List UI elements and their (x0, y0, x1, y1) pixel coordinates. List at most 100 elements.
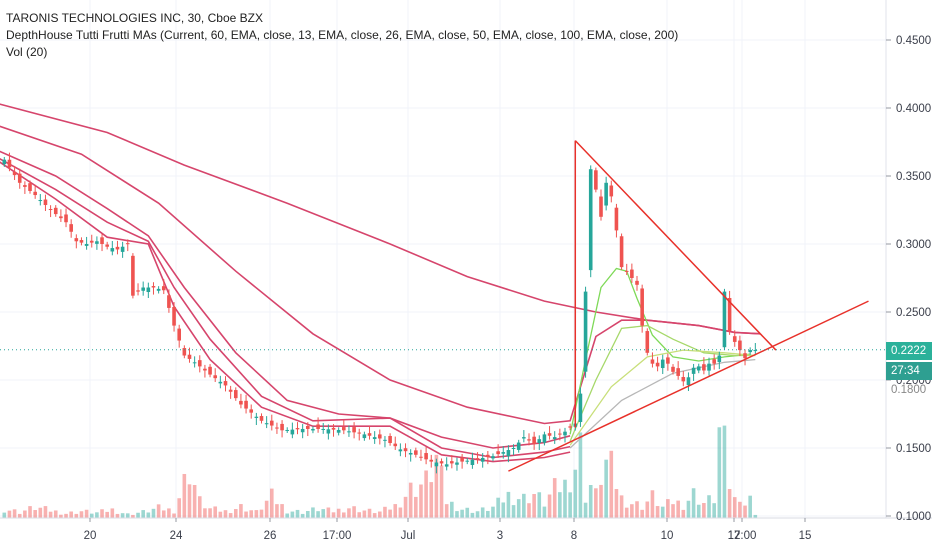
candle-body (681, 377, 686, 382)
candle-body (259, 416, 264, 421)
candle-body (203, 368, 207, 371)
candle-body (233, 390, 238, 399)
volume-bar (686, 500, 691, 518)
volume-bar (727, 489, 732, 518)
candle-body (131, 255, 135, 296)
volume-bar (707, 495, 711, 518)
candle-body (213, 375, 218, 379)
candle-body (69, 224, 73, 232)
volume-bar (197, 496, 202, 518)
triangle-trend-lines[interactable] (508, 140, 869, 472)
volume-bar (33, 510, 37, 518)
volume-bar (84, 509, 89, 518)
candle-body (300, 428, 305, 433)
candle-body (727, 297, 732, 332)
grid-lines (0, 0, 886, 518)
volume-bar (578, 432, 583, 518)
candle-body (125, 243, 130, 245)
candle-body (59, 216, 63, 219)
candle-body (254, 416, 259, 418)
volume-bar (167, 508, 171, 518)
time-tick-label: 10 (661, 530, 674, 542)
volume-bar (38, 507, 43, 518)
volume-bar (460, 509, 464, 518)
volume-bar (352, 506, 356, 518)
volume-bar (311, 507, 315, 518)
volume-bar (439, 465, 444, 518)
candle-body (218, 381, 223, 384)
candle-body (738, 340, 742, 351)
candle-body (95, 241, 99, 244)
volume-bar (419, 484, 423, 518)
candle-body (48, 209, 53, 211)
candle-body (506, 450, 511, 457)
candle-body (53, 207, 58, 215)
candle-body (156, 288, 161, 291)
candle-body (321, 428, 326, 430)
candle-body (17, 173, 22, 183)
candle-body (671, 366, 675, 372)
volume-bar (743, 505, 747, 518)
volume-bar (480, 507, 485, 518)
ma-line (569, 324, 756, 442)
candle-body (547, 433, 552, 436)
volume-bar (717, 427, 722, 518)
candle-body (522, 437, 526, 439)
candle-body (465, 460, 470, 462)
candle-body (316, 424, 320, 429)
volume-bar (115, 513, 120, 518)
volume-bar (347, 508, 351, 518)
candle-body (696, 366, 701, 371)
candle-body (480, 457, 485, 462)
volume-bar (738, 501, 742, 518)
time-tick-label: 26 (264, 530, 277, 542)
symbol-title[interactable]: TARONIS TECHNOLOGIES INC, 30, Cboe BZX (6, 11, 263, 25)
candle-body (295, 428, 300, 430)
volume-bar (161, 510, 166, 518)
candle-body (614, 207, 619, 231)
candle-body (630, 269, 634, 278)
ma-line (569, 349, 756, 446)
candle-body (455, 462, 459, 465)
ema-line (0, 125, 761, 425)
volume-bar (321, 509, 326, 518)
volume-label[interactable]: Vol (20) (6, 45, 48, 59)
volume-bar (367, 508, 372, 518)
trend-line[interactable] (508, 300, 869, 472)
volume-bar (393, 504, 398, 518)
volume-bar (522, 493, 526, 518)
candle-body (444, 464, 449, 467)
volume-bar (146, 512, 151, 518)
candle-body (460, 457, 464, 462)
candle-body (285, 429, 290, 431)
volume-bar (125, 513, 130, 518)
trend-line[interactable] (574, 140, 777, 351)
indicator-label[interactable]: DepthHouse Tutti Frutti MAs (Current, 60… (6, 28, 679, 42)
volume-bar (516, 499, 521, 518)
volume-bar (630, 504, 634, 518)
candle-body (187, 354, 192, 359)
volume-bar (331, 512, 336, 518)
candle-body (105, 244, 109, 247)
volume-bar (429, 482, 434, 518)
candle-body (686, 377, 691, 386)
volume-bar (645, 501, 650, 518)
volume-bar (681, 509, 686, 518)
bar-countdown-tag: 27:34 (886, 362, 932, 380)
candle-body (352, 427, 356, 433)
volume-bar (326, 507, 331, 518)
candle-body (532, 436, 536, 444)
volume-bar (511, 505, 516, 518)
time-tick-label: 24 (170, 530, 183, 542)
candle-body (290, 429, 295, 435)
volume-bar (89, 513, 94, 518)
volume-bar (604, 459, 608, 518)
volume-bar (619, 495, 624, 518)
price-axis-ticks[interactable]: 0.10000.15000.20000.25000.30000.35000.40… (886, 35, 931, 523)
candle-body (269, 420, 274, 426)
candle-body (38, 200, 43, 202)
candle-body (177, 328, 181, 341)
time-tick-label: 20 (84, 530, 97, 542)
